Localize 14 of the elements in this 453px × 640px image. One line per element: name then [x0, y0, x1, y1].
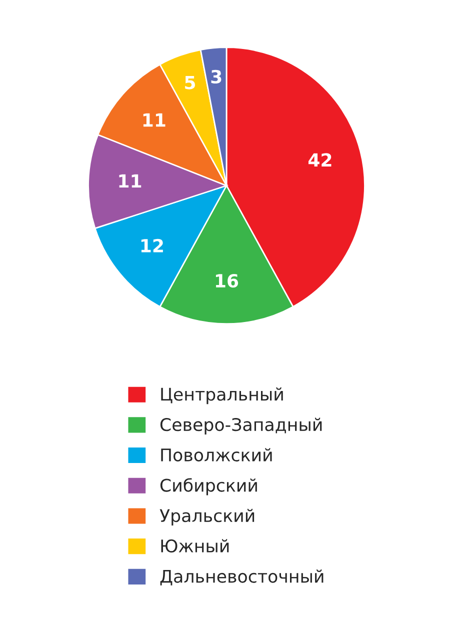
legend-label: Южный	[161, 539, 229, 553]
legend-label: Северо-Западный	[160, 418, 322, 434]
data-label: 5	[185, 76, 195, 90]
legend-label: Уральский	[160, 508, 254, 526]
data-label: 12	[141, 238, 163, 252]
legend-label: Центральный	[161, 387, 283, 404]
data-label: 11	[119, 174, 142, 188]
data-label: 42	[308, 153, 332, 167]
data-label: 16	[216, 274, 238, 288]
legend-label: Поволжский	[161, 448, 272, 462]
data-label: 11	[143, 113, 166, 127]
legend-label: Сибирский	[160, 478, 257, 496]
data-label: 3	[211, 70, 222, 84]
legend-label: Дальневосточный	[160, 570, 324, 586]
